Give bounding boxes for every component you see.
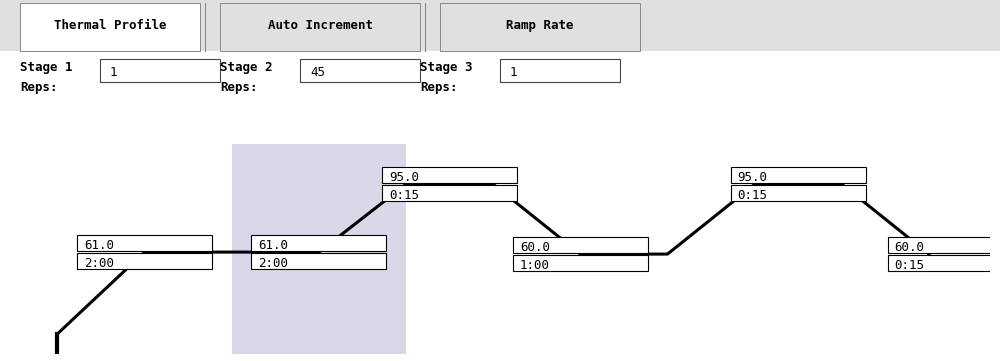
Text: 0:15: 0:15 [738,189,768,202]
FancyBboxPatch shape [500,59,620,82]
Bar [232,144,406,354]
Text: 2:00: 2:00 [84,257,114,270]
Text: 0:15: 0:15 [389,189,419,202]
Text: 2:00: 2:00 [258,257,288,270]
Text: 1:00: 1:00 [520,259,550,272]
FancyBboxPatch shape [888,237,1000,253]
Text: 61.0: 61.0 [258,239,288,252]
Text: 0:15: 0:15 [895,259,925,272]
Text: 95.0: 95.0 [738,171,768,184]
Text: 1: 1 [110,66,118,79]
Text: 60.0: 60.0 [895,241,925,254]
FancyBboxPatch shape [100,59,220,82]
Text: 45: 45 [310,66,325,79]
FancyBboxPatch shape [77,253,212,269]
FancyBboxPatch shape [77,235,212,251]
Text: 95.0: 95.0 [389,171,419,184]
FancyBboxPatch shape [731,185,866,201]
FancyBboxPatch shape [251,253,386,269]
FancyBboxPatch shape [300,59,420,82]
FancyBboxPatch shape [888,255,1000,271]
FancyBboxPatch shape [513,255,648,271]
Text: Stage 3: Stage 3 [420,61,473,74]
FancyBboxPatch shape [251,235,386,251]
Text: 1: 1 [510,66,518,79]
Text: Thermal Profile: Thermal Profile [54,19,166,32]
Text: 60.0: 60.0 [520,241,550,254]
Text: Ramp Rate: Ramp Rate [506,19,574,32]
FancyBboxPatch shape [731,168,866,183]
Text: 61.0: 61.0 [84,239,114,252]
Text: Stage 2: Stage 2 [220,61,272,74]
FancyBboxPatch shape [0,0,1000,51]
FancyBboxPatch shape [440,3,640,51]
Text: Reps:: Reps: [220,81,258,94]
FancyBboxPatch shape [20,3,200,51]
FancyBboxPatch shape [220,3,420,51]
FancyBboxPatch shape [513,237,648,253]
FancyBboxPatch shape [382,168,517,183]
Text: Reps:: Reps: [420,81,458,94]
Text: Stage 1: Stage 1 [20,61,72,74]
Text: Auto Increment: Auto Increment [268,19,372,32]
Text: Reps:: Reps: [20,81,58,94]
FancyBboxPatch shape [382,185,517,201]
